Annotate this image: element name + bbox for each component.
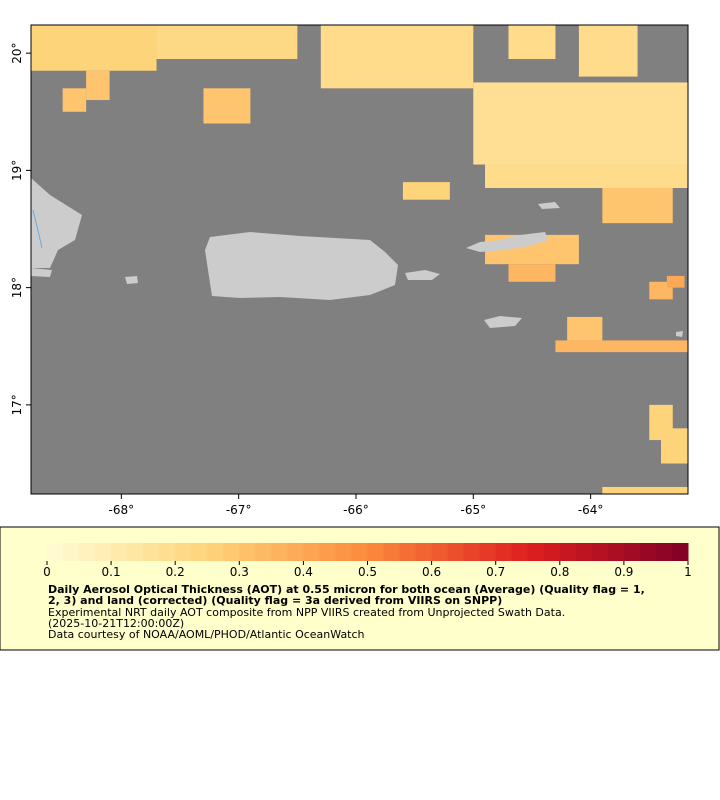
aot-cell (473, 82, 688, 165)
x-tick-label: -66° (343, 503, 369, 517)
colorbar-swatch (591, 543, 609, 561)
map-frame (30, 24, 689, 495)
colorbar-swatch (303, 543, 320, 561)
colorbar-swatch (623, 543, 641, 561)
colorbar-swatch (207, 543, 224, 561)
colorbar-swatch (287, 543, 304, 561)
aot-cell (31, 25, 157, 71)
colorbar-tick-label: 0.7 (486, 565, 505, 579)
colorbar-swatch (63, 543, 80, 561)
colorbar-swatch (47, 543, 64, 561)
aot-cell (62, 88, 87, 112)
colorbar-swatch (479, 543, 497, 561)
colorbar-swatch (367, 543, 385, 561)
colorbar-swatch (239, 543, 256, 561)
colorbar-swatch (511, 543, 529, 561)
colorbar-swatch (383, 543, 401, 561)
y-tick-label: 19° (10, 160, 24, 181)
aot-cell (666, 275, 685, 288)
colorbar-tick-label: 0.6 (422, 565, 441, 579)
colorbar-tick-label: 0.1 (102, 565, 121, 579)
colorbar-swatch (319, 543, 336, 561)
colorbar-swatch (447, 543, 465, 561)
aot-cell (485, 164, 688, 188)
colorbar-tick-label: 0.2 (166, 565, 185, 579)
aot-cell (578, 25, 638, 77)
x-tick-label: -67° (226, 503, 252, 517)
x-tick-label: -68° (109, 503, 135, 517)
colorbar-swatch (431, 543, 449, 561)
colorbar-swatch (543, 543, 561, 561)
land (31, 178, 683, 337)
aot-cell (555, 340, 688, 353)
colorbar-swatch (335, 543, 352, 561)
colorbar-swatch (415, 543, 433, 561)
colorbar-tick-label: 0.4 (294, 565, 313, 579)
colorbar-tick-label: 1 (684, 565, 692, 579)
caption-line: Data courtesy of NOAA/AOML/PHOD/Atlantic… (48, 628, 365, 641)
aot-cell (508, 25, 556, 60)
colorbar-swatch (223, 543, 240, 561)
colorbar-swatch (399, 543, 417, 561)
colorbar-swatch (639, 543, 657, 561)
colorbar-swatch (95, 543, 112, 561)
colorbar-swatch (575, 543, 593, 561)
x-tick-label: -65° (460, 503, 486, 517)
river (32, 209, 43, 249)
colorbar-swatch (127, 543, 144, 561)
colorbar-tick-label: 0.8 (550, 565, 569, 579)
aot-cell (567, 316, 603, 341)
colorbar-tick-label: 0 (43, 565, 51, 579)
colorbar-swatch (559, 543, 577, 561)
caption-line: (2025-10-21T12:00:00Z) (48, 617, 184, 630)
aot-cell (661, 428, 688, 464)
colorbar-swatch (271, 543, 288, 561)
caption-line: Experimental NRT daily AOT composite fro… (48, 606, 565, 619)
colorbar-swatch (79, 543, 96, 561)
colorbar-swatch (191, 543, 208, 561)
aot-cell (602, 486, 688, 494)
colorbar-swatch (159, 543, 176, 561)
colorbar-swatch (527, 543, 545, 561)
y-tick-label: 17° (10, 394, 24, 415)
y-tick-label: 20° (10, 42, 24, 63)
colorbar-swatch (351, 543, 368, 561)
colorbar-tick-label: 0.3 (230, 565, 249, 579)
colorbar-tick-label: 0.5 (358, 565, 377, 579)
colorbar-swatch (671, 543, 689, 561)
colorbar-swatch (495, 543, 513, 561)
colorbar-swatch (175, 543, 192, 561)
y-tick-label: 18° (10, 277, 24, 298)
aot-cell (156, 25, 298, 60)
aot-cell (203, 88, 251, 124)
axes: -68° -67° -66° -65° -64° 20° 19° 18° 17° (10, 42, 603, 517)
aot-cell (86, 70, 110, 101)
colorbar: 0 0.1 0.2 0.3 0.4 0.5 0.6 0.7 0.8 0.9 1 (43, 543, 692, 579)
caption-title: 2, 3) and land (corrected) (Quality flag… (48, 594, 502, 607)
aot-cell (508, 264, 556, 282)
colorbar-tick-label: 0.9 (614, 565, 633, 579)
colorbar-swatch (463, 543, 481, 561)
colorbar-swatch (111, 543, 128, 561)
colorbar-swatch (607, 543, 625, 561)
colorbar-swatch (255, 543, 272, 561)
caption-title: Daily Aerosol Optical Thickness (AOT) at… (48, 583, 645, 596)
aot-cell (320, 25, 474, 89)
aot-cell (602, 187, 673, 224)
aot-cell (402, 182, 450, 200)
x-tick-label: -64° (578, 503, 604, 517)
aot-cells (31, 25, 688, 494)
colorbar-swatch (143, 543, 160, 561)
colorbar-swatch (655, 543, 673, 561)
